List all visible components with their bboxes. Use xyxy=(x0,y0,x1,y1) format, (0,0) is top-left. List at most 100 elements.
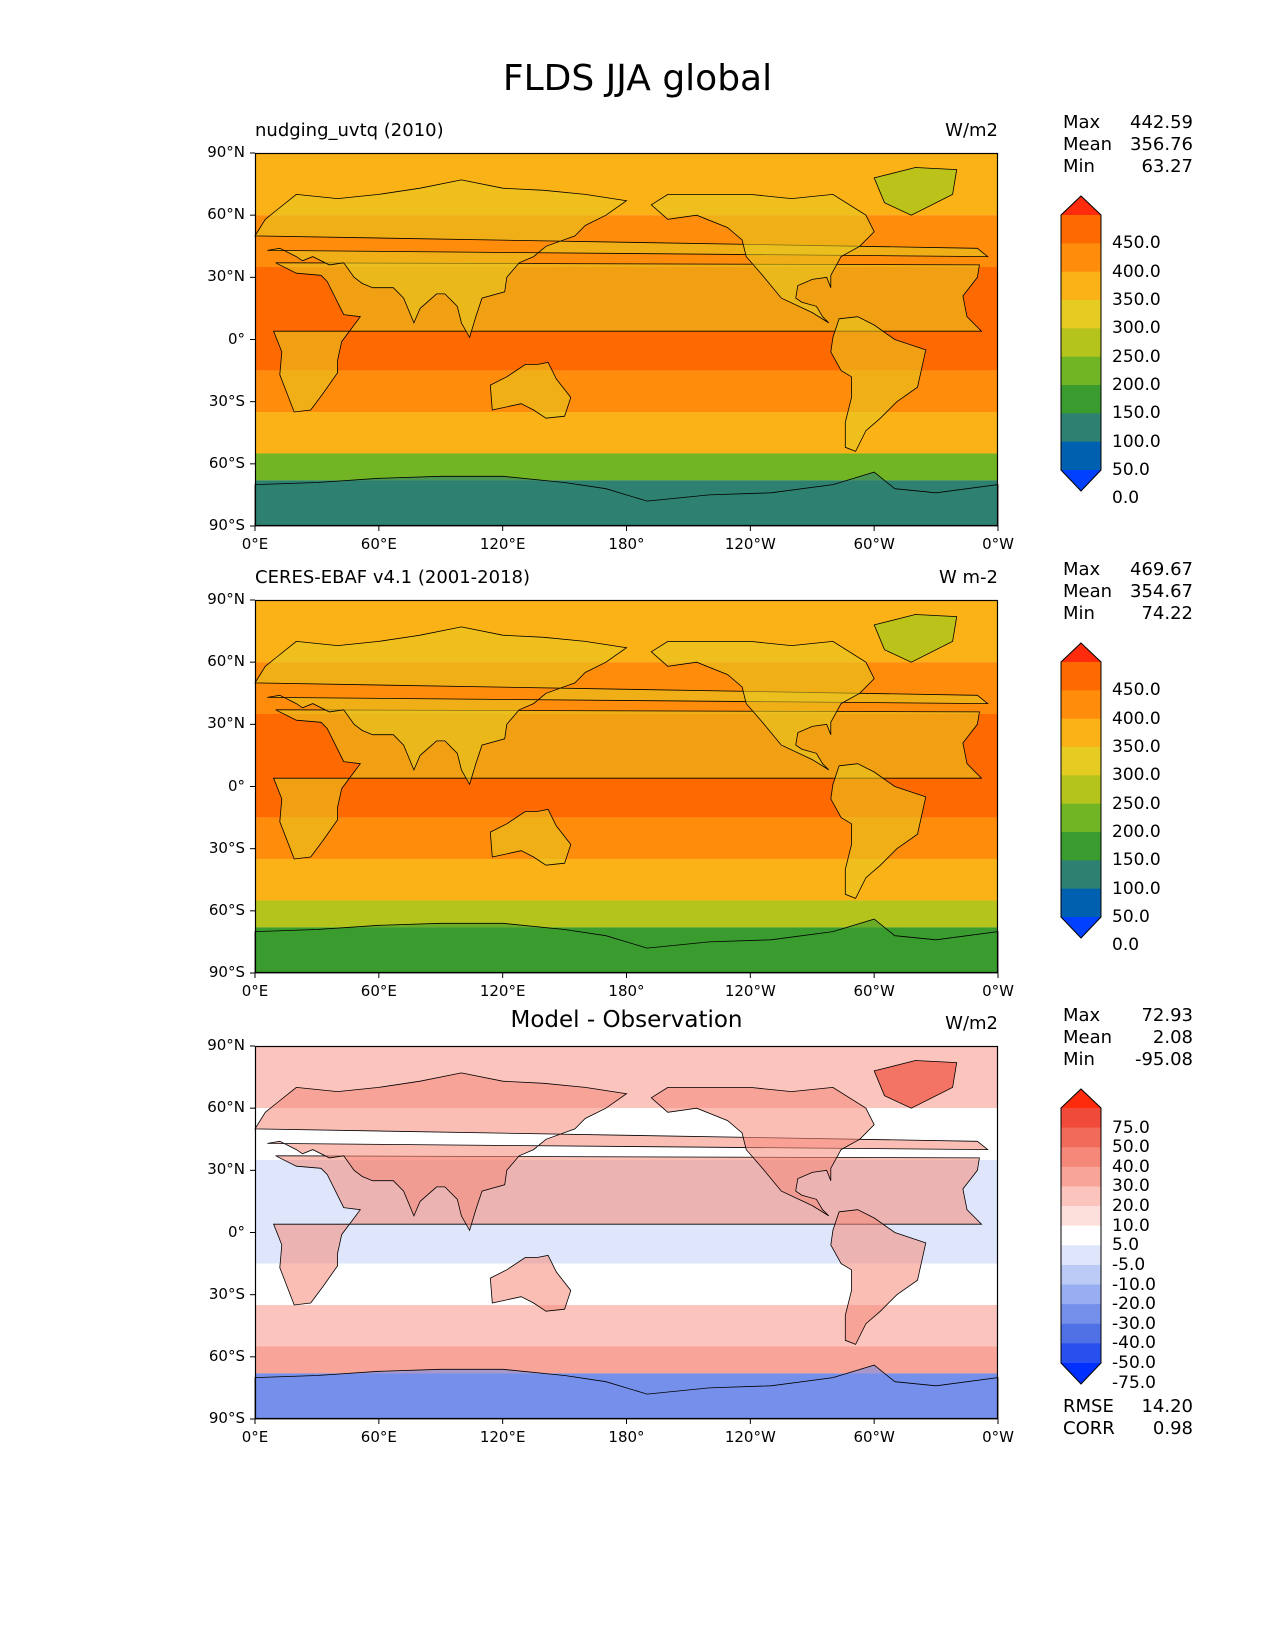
stat-value: 356.76 xyxy=(1130,134,1193,155)
colorbar-label: 50.0 xyxy=(1112,1137,1150,1158)
colorbar-swatch xyxy=(1061,215,1101,244)
panel-title: nudging_uvtq (2010) xyxy=(255,120,444,141)
field-band xyxy=(255,412,998,454)
lon-tick-label: 120°W xyxy=(724,1428,776,1446)
field-band xyxy=(255,453,998,481)
colorbar-top-extend xyxy=(1061,196,1101,215)
map-frame xyxy=(254,599,999,974)
colorbar-label: -10.0 xyxy=(1112,1274,1156,1295)
colorbar-swatch xyxy=(1061,413,1101,443)
map-canvas xyxy=(250,599,999,978)
stat-value: 72.93 xyxy=(1141,1005,1193,1026)
lat-tick-label: 60°N xyxy=(207,205,245,224)
colorbar-label: 350.0 xyxy=(1112,290,1161,310)
colorbar-swatch xyxy=(1061,1304,1101,1325)
colorbar-label: 200.0 xyxy=(1112,822,1161,842)
lon-tick-label: 0°W xyxy=(982,982,1014,1000)
colorbar-label: -30.0 xyxy=(1112,1313,1156,1334)
coastline-europe-asia xyxy=(254,626,989,786)
lon-tick-label: 60°W xyxy=(853,982,895,1000)
coastline-australia xyxy=(489,361,572,419)
colorbar-label: 10.0 xyxy=(1112,1215,1150,1236)
colorbar-swatch xyxy=(1061,747,1101,776)
colorbar-bottom-extend xyxy=(1061,470,1101,491)
colorbar-swatch xyxy=(1061,1206,1101,1227)
lon-tick-label: 120°W xyxy=(724,982,776,1000)
stat-value: 442.59 xyxy=(1130,112,1193,133)
stat-label: Mean xyxy=(1063,581,1113,602)
stat-value: 469.67 xyxy=(1130,559,1193,580)
colorbar-label: 5.0 xyxy=(1112,1235,1140,1256)
colorbar-swatch xyxy=(1061,888,1101,918)
lat-tick-label: 90°N xyxy=(207,1036,245,1054)
coastline-south-america xyxy=(830,763,927,899)
stat-value: 2.08 xyxy=(1152,1027,1193,1048)
colorbar-swatch xyxy=(1061,356,1101,386)
lon-tick-label: 180° xyxy=(608,535,645,553)
lat-tick-label: 30°S xyxy=(208,838,245,857)
coastline-greenland xyxy=(873,1060,958,1109)
lat-tick-label: 30°S xyxy=(208,1284,245,1303)
colorbar-label: 250.0 xyxy=(1112,346,1161,367)
colorbar-swatch xyxy=(1061,1166,1101,1187)
colorbar-label: 150.0 xyxy=(1112,403,1161,424)
colorbar-label: 100.0 xyxy=(1112,878,1161,899)
colorbar-swatch xyxy=(1061,328,1101,358)
field-band xyxy=(255,859,998,901)
lon-tick-label: 120°E xyxy=(479,982,526,1000)
colorbar-label: 0.0 xyxy=(1112,488,1140,509)
colorbar-label: 75.0 xyxy=(1112,1117,1150,1138)
colorbar-swatch xyxy=(1061,1147,1101,1168)
map-plot xyxy=(250,152,999,531)
lat-tick-label: 90°N xyxy=(207,590,245,608)
colorbar-label: 40.0 xyxy=(1112,1156,1150,1177)
colorbar-label: 30.0 xyxy=(1112,1176,1150,1197)
lon-tick-label: 120°E xyxy=(479,1428,526,1446)
colorbar-swatch xyxy=(1061,385,1101,414)
colorbar-label: 450.0 xyxy=(1112,233,1161,254)
stat-value: -95.08 xyxy=(1134,1049,1193,1070)
colorbar-swatch xyxy=(1061,832,1101,861)
coastline-north-america xyxy=(650,1086,875,1217)
lon-tick-label: 0°W xyxy=(982,1428,1014,1446)
colorbar-swatch xyxy=(1061,662,1101,691)
colorbar-swatch xyxy=(1061,441,1101,471)
colorbar-swatch xyxy=(1061,860,1101,890)
lon-tick-label: 60°E xyxy=(360,982,397,1000)
colorbar-label: -5.0 xyxy=(1112,1254,1146,1275)
stats-block: Max 469.67 Mean 354.67 Min 74.22 xyxy=(1063,559,1193,625)
colorbar-label: 250.0 xyxy=(1112,793,1161,814)
colorbar-label: 150.0 xyxy=(1112,850,1161,871)
panel-units: W/m2 xyxy=(945,120,998,141)
colorbar-label: 400.0 xyxy=(1112,261,1161,282)
colorbar-swatch xyxy=(1061,1225,1101,1246)
colorbar-outline xyxy=(1060,1088,1102,1385)
lat-tick-label: 90°N xyxy=(207,143,245,161)
lat-tick-label: 90°S xyxy=(208,963,245,981)
colorbar-bottom-extend xyxy=(1061,917,1101,938)
error-stats: RMSE 14.20 CORR 0.98 xyxy=(1063,1396,1193,1440)
colorbar-swatch xyxy=(1061,1245,1101,1266)
colorbar-swatch xyxy=(1061,1127,1101,1148)
lat-tick-label: 60°S xyxy=(208,900,245,919)
colorbar-swatch xyxy=(1061,243,1101,273)
panel-units: W/m2 xyxy=(945,1013,998,1034)
colorbar-label: 350.0 xyxy=(1112,737,1161,757)
map-plot xyxy=(250,599,999,978)
lat-tick-label: 0° xyxy=(227,329,245,348)
lat-tick-label: 60°S xyxy=(208,1346,245,1365)
lon-tick-label: 60°E xyxy=(360,1428,397,1446)
lat-tick-label: 60°N xyxy=(207,1098,245,1117)
colorbar-swatch xyxy=(1061,803,1101,833)
stat-label: Min xyxy=(1063,156,1095,177)
map-canvas xyxy=(250,1045,999,1424)
colorbar-outline xyxy=(1060,195,1102,492)
lon-tick-label: 180° xyxy=(608,982,645,1000)
lon-tick-label: 120°E xyxy=(479,535,526,553)
colorbar-swatch xyxy=(1061,775,1101,805)
colorbar-bottom-extend xyxy=(1061,1363,1101,1384)
colorbar-outline xyxy=(1060,642,1102,939)
field-band xyxy=(255,900,998,928)
stats-block: Max 442.59 Mean 356.76 Min 63.27 xyxy=(1063,112,1193,178)
coastline-north-america xyxy=(650,193,875,324)
